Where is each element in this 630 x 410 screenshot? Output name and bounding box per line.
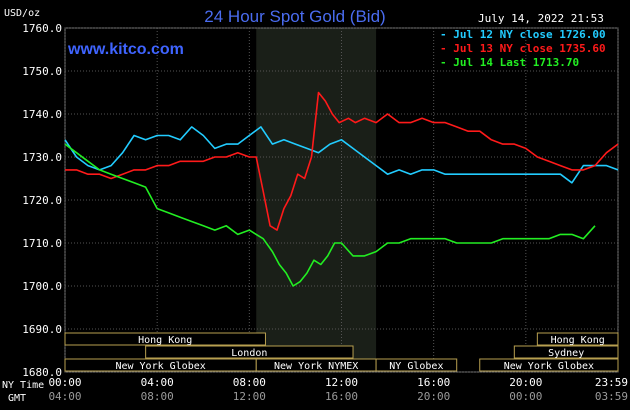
series-line-0 xyxy=(64,126,619,184)
market-label: Hong Kong xyxy=(138,335,192,346)
y-tick-label: 1700.0 xyxy=(22,280,62,293)
ny-tick-label: 08:00 xyxy=(233,376,266,389)
y-tick-label: 1750.0 xyxy=(22,65,62,78)
gmt-tick-label: 20:00 xyxy=(417,390,450,403)
ny-time-label: NY Time xyxy=(2,380,44,391)
legend-entry: - Jul 13 NY close 1735.60 xyxy=(440,42,606,55)
market-bar xyxy=(479,358,619,372)
ny-tick-label: 20:00 xyxy=(509,376,542,389)
ny-tick-label: 04:00 xyxy=(141,376,174,389)
market-label: New York NYMEX xyxy=(274,361,358,372)
y-tick-label: 1680.0 xyxy=(22,366,62,379)
gmt-tick-label: 08:00 xyxy=(141,390,174,403)
gmt-tick-label: 00:00 xyxy=(509,390,542,403)
grid-lines xyxy=(64,27,619,373)
ny-tick-label: 12:00 xyxy=(325,376,358,389)
y-tick-label: 1720.0 xyxy=(22,194,62,207)
market-bar xyxy=(375,358,458,372)
gmt-label: GMT xyxy=(8,393,26,404)
ny-tick-label: 00:00 xyxy=(48,376,81,389)
market-label: Hong Kong xyxy=(551,335,605,346)
market-label: Sydney xyxy=(548,348,584,359)
series-line-1 xyxy=(65,91,619,231)
market-bar xyxy=(145,345,354,359)
legend-entry: - Jul 14 Last 1713.70 xyxy=(440,56,579,69)
y-tick-label: 1740.0 xyxy=(22,108,62,121)
chart-title: 24 Hour Spot Gold (Bid) xyxy=(204,7,385,26)
y-tick-label: 1710.0 xyxy=(22,237,62,250)
ny-tick-label: 23:59 xyxy=(595,376,628,389)
ny-tick-label: 16:00 xyxy=(417,376,450,389)
ny-session-highlight xyxy=(256,28,377,372)
gmt-tick-label: 03:59 xyxy=(595,390,628,403)
series-lines xyxy=(64,91,619,287)
series-line-2 xyxy=(64,143,596,287)
market-bar xyxy=(536,332,619,346)
legend: - Jul 12 NY close 1726.00- Jul 13 NY clo… xyxy=(440,28,606,69)
market-label: NY Globex xyxy=(389,361,443,372)
gmt-tick-label: 04:00 xyxy=(48,390,81,403)
y-tick-label: 1690.0 xyxy=(22,323,62,336)
y-axis: 1760.0 1750.0 1740.0 1730.0 1720.0 1710.0 1700… xyxy=(22,22,62,379)
market-label: New York Globex xyxy=(504,361,594,372)
y-tick-label: 1730.0 xyxy=(22,151,62,164)
market-label: London xyxy=(231,348,267,359)
site-watermark: www.kitco.com xyxy=(67,41,184,58)
gmt-tick-label: 12:00 xyxy=(233,390,266,403)
legend-entry: - Jul 12 NY close 1726.00 xyxy=(440,28,606,41)
gmt-tick-label: 16:00 xyxy=(325,390,358,403)
market-bar xyxy=(64,332,266,346)
market-sessions: Hong Kong Hong Kong London Sydney New York G… xyxy=(64,332,619,372)
market-label: New York Globex xyxy=(115,361,205,372)
market-bar xyxy=(513,345,619,359)
x-axis: 00:0004:0004:0008:0008:0012:0012:0016:00… xyxy=(48,376,628,403)
y-axis-unit: USD/oz xyxy=(4,8,40,19)
y-tick-label: 1760.0 xyxy=(22,22,62,35)
timestamp: July 14, 2022 21:53 xyxy=(478,12,604,25)
